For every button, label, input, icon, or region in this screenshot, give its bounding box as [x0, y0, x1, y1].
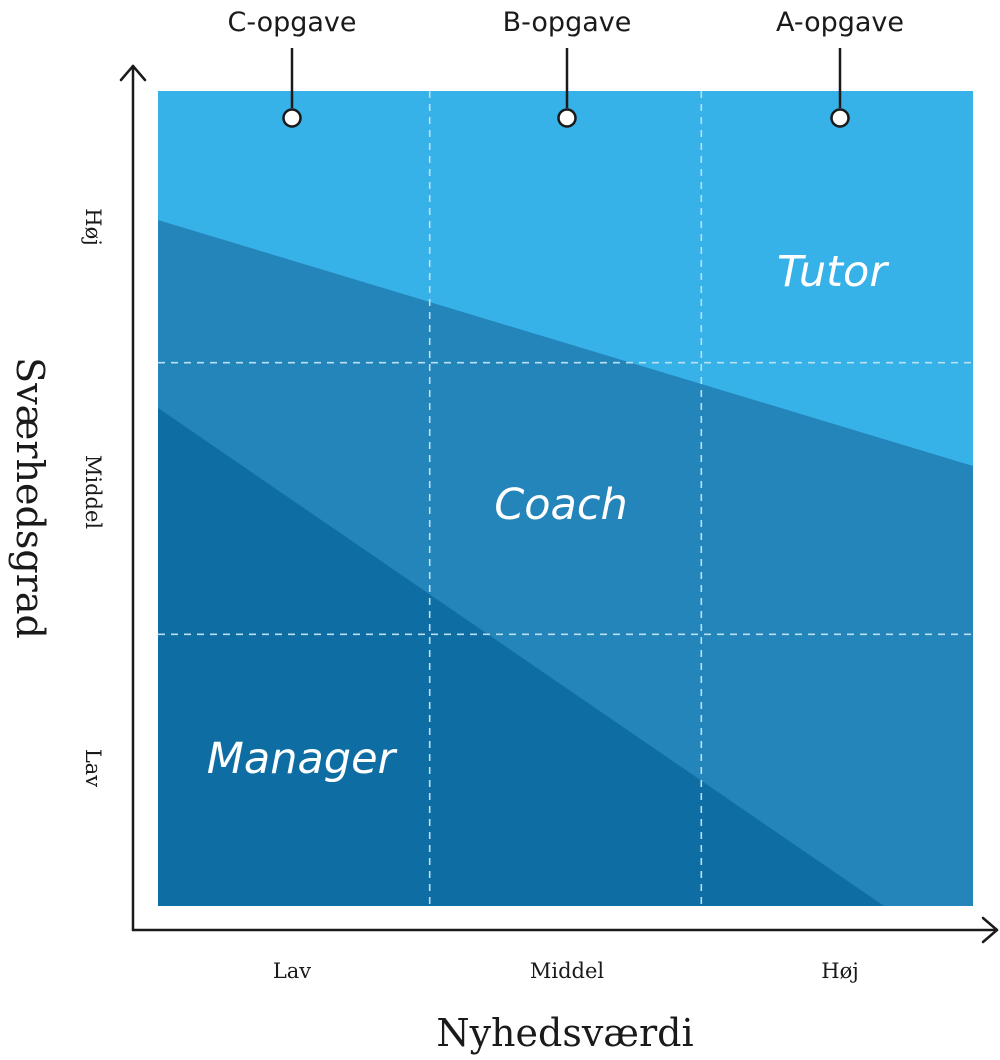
y-tick-lav: Lav — [81, 749, 105, 787]
x-tick-middel: Middel — [530, 959, 605, 983]
x-tick-hoj: Høj — [821, 959, 858, 983]
marker-a-opgave — [830, 48, 850, 128]
x-tick-lav: Lav — [273, 959, 311, 983]
marker-b-opgave — [557, 48, 577, 128]
y-tick-middel: Middel — [81, 455, 105, 530]
marker-c-opgave — [282, 48, 302, 128]
grid-lines — [158, 91, 973, 906]
y-axis-arrowhead — [119, 64, 147, 82]
top-label-a-opgave: A-opgave — [776, 7, 904, 38]
manager-zone — [158, 408, 884, 906]
zone-label-manager: Manager — [207, 734, 398, 784]
axes — [119, 64, 999, 944]
x-axis-arrowhead — [981, 916, 999, 944]
top-label-c-opgave: C-opgave — [227, 7, 356, 38]
y-axis-title: Sværhedsgrad — [8, 357, 52, 639]
y-tick-hoj: Høj — [81, 208, 105, 245]
zone-label-coach: Coach — [494, 480, 628, 530]
x-axis-title: Nyhedsværdi — [436, 1011, 693, 1055]
top-label-b-opgave: B-opgave — [503, 7, 632, 38]
zone-label-tutor: Tutor — [777, 247, 889, 297]
